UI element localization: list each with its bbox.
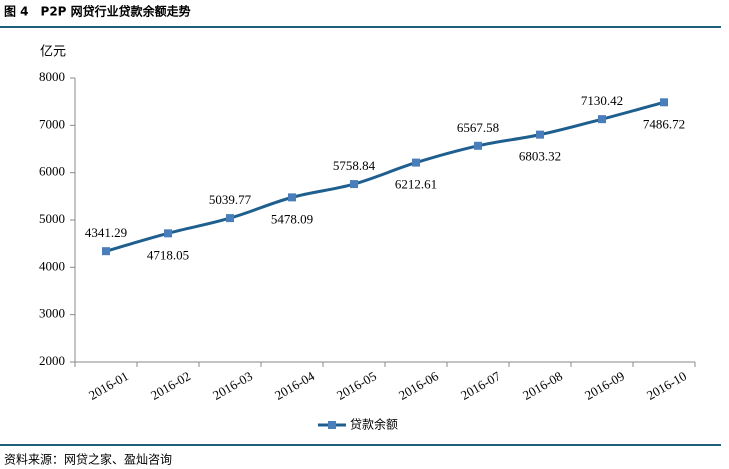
x-tick-label: 2016-06 <box>396 368 441 403</box>
y-tick-label: 8000 <box>39 69 65 84</box>
x-tick-label: 2016-07 <box>458 368 503 403</box>
y-tick-label: 7000 <box>39 116 65 131</box>
x-tick-label: 2016-02 <box>148 368 193 403</box>
data-marker <box>288 193 296 202</box>
data-label: 5758.84 <box>333 158 376 173</box>
data-marker <box>226 214 234 223</box>
data-marker <box>598 115 606 124</box>
x-tick-label: 2016-04 <box>272 368 317 403</box>
data-marker <box>660 98 668 107</box>
source-note: 资料来源：网贷之家、盈灿咨询 <box>4 452 172 467</box>
y-tick-label: 6000 <box>39 164 65 179</box>
data-marker <box>474 141 482 150</box>
y-tick-label: 3000 <box>39 306 65 321</box>
data-marker <box>164 229 172 238</box>
data-marker <box>412 158 420 167</box>
x-tick-label: 2016-09 <box>582 368 627 403</box>
data-label: 6212.61 <box>395 177 437 192</box>
data-label: 6803.32 <box>519 149 561 164</box>
data-marker <box>102 247 110 256</box>
x-tick-label: 2016-10 <box>644 368 689 403</box>
data-label: 5039.77 <box>209 192 252 207</box>
data-line <box>105 100 665 253</box>
x-tick-label: 2016-01 <box>86 368 131 403</box>
data-label: 5478.09 <box>271 211 313 226</box>
y-tick-label: 5000 <box>39 211 65 226</box>
data-label: 4341.29 <box>85 225 127 240</box>
page-title: 图 4 P2P 网贷行业贷款余额走势 <box>4 4 191 19</box>
data-marker <box>536 130 544 139</box>
x-tick-label: 2016-03 <box>210 368 255 403</box>
data-label: 7130.42 <box>581 93 623 108</box>
y-tick-label: 2000 <box>39 353 65 368</box>
data-label: 7486.72 <box>643 116 685 131</box>
x-tick-label: 2016-08 <box>520 368 565 403</box>
x-tick-label: 2016-05 <box>334 368 379 403</box>
y-tick-label: 4000 <box>39 258 65 273</box>
data-label: 6567.58 <box>457 120 499 135</box>
data-marker <box>350 180 358 189</box>
data-label: 4718.05 <box>147 247 189 262</box>
legend-marker <box>328 421 336 429</box>
legend-label: 贷款余额 <box>350 417 398 432</box>
y-axis-label: 亿元 <box>40 45 66 60</box>
